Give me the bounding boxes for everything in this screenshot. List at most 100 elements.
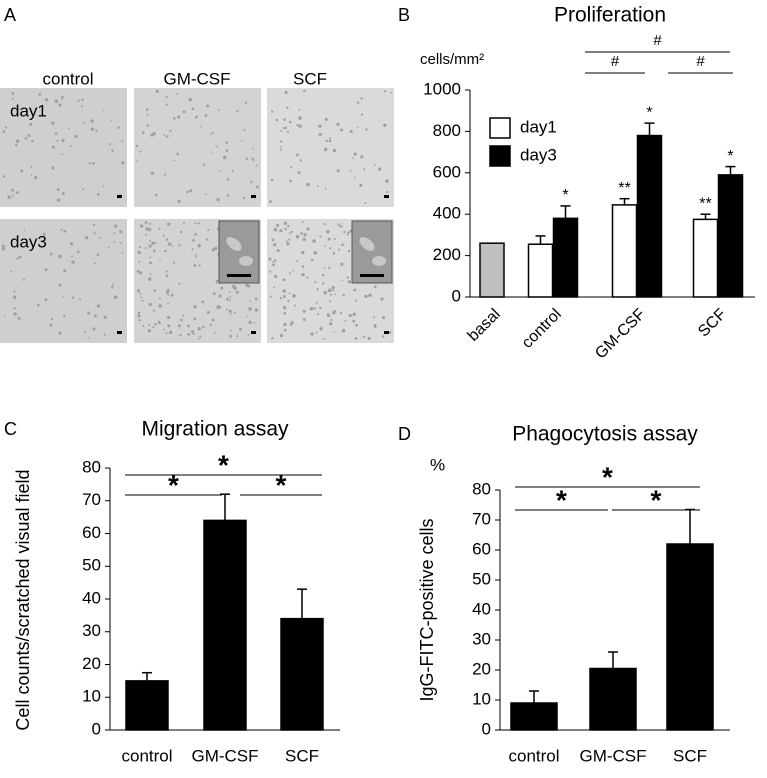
cell (248, 320, 252, 325)
y-tick-label: 200 (433, 245, 461, 264)
x-tick-label: control (508, 746, 559, 765)
cell (228, 291, 231, 293)
y-axis-label: cells/mm² (420, 51, 484, 68)
significance-label: # (653, 32, 662, 49)
cell (144, 247, 147, 250)
cell (383, 123, 387, 127)
cell (231, 169, 234, 173)
cell (96, 253, 100, 257)
cell (276, 249, 280, 253)
cell (205, 193, 207, 196)
legend-label: day3 (520, 145, 557, 164)
legend-label: day1 (520, 117, 557, 136)
cell (236, 335, 239, 338)
bar (527, 243, 554, 298)
cell (318, 132, 322, 136)
cell (274, 274, 278, 279)
cell (310, 332, 314, 336)
cell (10, 270, 13, 273)
cell (232, 284, 236, 289)
cell (272, 261, 275, 264)
cell (293, 304, 296, 307)
cell (1, 247, 6, 251)
cell (279, 296, 282, 300)
cell (333, 238, 336, 241)
cell (148, 222, 151, 225)
cell (148, 227, 152, 232)
bar (692, 218, 719, 298)
cell (44, 268, 48, 272)
cell (139, 292, 142, 295)
cell (347, 249, 351, 253)
cell (211, 318, 215, 322)
cell (211, 248, 215, 252)
cell (329, 137, 332, 140)
y-tick-label: 10 (472, 689, 491, 708)
cell (44, 298, 48, 302)
cell (327, 290, 330, 293)
cell (49, 323, 53, 327)
cell (298, 124, 302, 128)
cell (141, 131, 145, 134)
cell (359, 183, 363, 187)
cell (69, 241, 74, 246)
cell (222, 155, 227, 160)
cell (166, 135, 169, 138)
inset-cell (372, 256, 386, 266)
cell (216, 307, 218, 310)
scale-bar (251, 195, 256, 198)
cell (154, 322, 157, 326)
cell (279, 333, 284, 338)
cell (298, 108, 301, 111)
cell (202, 163, 206, 166)
cell (354, 337, 358, 340)
cell (61, 153, 64, 156)
cell (90, 119, 94, 123)
cell (16, 191, 20, 195)
cell (315, 331, 318, 334)
cell (193, 305, 197, 309)
cell (87, 336, 90, 339)
cell (178, 243, 181, 247)
cell (60, 97, 64, 100)
cell (319, 235, 322, 238)
panel-label: B (398, 5, 410, 25)
cell (363, 168, 366, 171)
row-label: day3 (10, 232, 47, 251)
cell (165, 270, 168, 273)
cell (273, 259, 277, 262)
cell (282, 289, 286, 293)
cell (197, 337, 200, 340)
inset (351, 220, 393, 284)
cell (96, 193, 100, 196)
cell (243, 128, 246, 131)
cell (374, 164, 376, 166)
legend-swatch (489, 117, 511, 139)
cell (191, 107, 195, 110)
x-tick-label: basal (465, 306, 504, 345)
cell (332, 289, 335, 292)
cell (325, 139, 328, 142)
cell (365, 128, 368, 131)
cell (315, 301, 318, 304)
cell (151, 241, 155, 245)
cell (352, 319, 356, 323)
cell (302, 318, 306, 322)
cell (189, 189, 193, 193)
cell (288, 120, 292, 124)
y-tick-label: 40 (82, 588, 101, 607)
cell (60, 228, 63, 231)
cell (56, 188, 60, 191)
cell (328, 139, 332, 143)
cell (213, 246, 218, 251)
micrograph (0, 88, 127, 207)
significance-mark: * (646, 104, 652, 121)
cell (252, 158, 255, 161)
cell (355, 323, 358, 327)
cell (110, 120, 113, 122)
cell (93, 223, 96, 227)
cell (158, 297, 161, 300)
cell (209, 323, 213, 327)
cell (324, 187, 327, 190)
cell (240, 139, 243, 142)
